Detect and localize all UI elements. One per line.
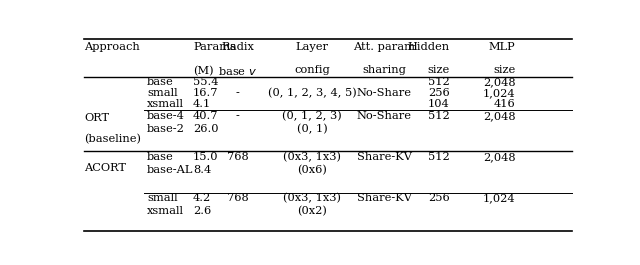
Text: (0x3, 1x3): (0x3, 1x3) [283, 193, 341, 203]
Text: 2,048: 2,048 [483, 77, 515, 87]
Text: Hidden: Hidden [408, 42, 449, 52]
Text: base: base [147, 152, 173, 162]
Text: 26.0: 26.0 [193, 124, 219, 134]
Text: sharing: sharing [362, 65, 406, 76]
Text: ACORT: ACORT [84, 164, 126, 173]
Text: -: - [236, 88, 239, 98]
Text: config: config [294, 65, 330, 76]
Text: 256: 256 [428, 193, 449, 203]
Text: -: - [236, 112, 239, 121]
Text: (M): (M) [193, 65, 214, 76]
Text: (0, 1): (0, 1) [297, 124, 328, 135]
Text: ORT: ORT [84, 113, 109, 123]
Text: (0x2): (0x2) [297, 206, 327, 216]
Text: 104: 104 [428, 99, 449, 109]
Text: base $v$: base $v$ [218, 65, 257, 77]
Text: 512: 512 [428, 112, 449, 121]
Text: 416: 416 [493, 99, 515, 109]
Text: 2.6: 2.6 [193, 206, 211, 216]
Text: xsmall: xsmall [147, 99, 184, 109]
Text: 768: 768 [227, 193, 248, 203]
Text: base-2: base-2 [147, 124, 185, 134]
Text: 256: 256 [428, 88, 449, 98]
Text: (baseline): (baseline) [84, 134, 141, 144]
Text: (0x6): (0x6) [297, 165, 327, 175]
Text: 1,024: 1,024 [483, 88, 515, 98]
Text: 4.1: 4.1 [193, 99, 211, 109]
Text: Radix: Radix [221, 42, 254, 52]
Text: 15.0: 15.0 [193, 152, 219, 162]
Text: base: base [147, 77, 173, 87]
Text: Params: Params [193, 42, 236, 52]
Text: 40.7: 40.7 [193, 112, 219, 121]
Text: Share-KV: Share-KV [356, 152, 412, 162]
Text: 55.4: 55.4 [193, 77, 219, 87]
Text: small: small [147, 88, 177, 98]
Text: No-Share: No-Share [356, 112, 412, 121]
Text: xsmall: xsmall [147, 206, 184, 216]
Text: 512: 512 [428, 77, 449, 87]
Text: 512: 512 [428, 152, 449, 162]
Text: (0, 1, 2, 3, 4, 5): (0, 1, 2, 3, 4, 5) [268, 88, 356, 98]
Text: Share-KV: Share-KV [356, 193, 412, 203]
Text: Approach: Approach [84, 42, 140, 52]
Text: 1,024: 1,024 [483, 193, 515, 203]
Text: (0x3, 1x3): (0x3, 1x3) [283, 152, 341, 162]
Text: No-Share: No-Share [356, 88, 412, 98]
Text: base-4: base-4 [147, 112, 185, 121]
Text: 768: 768 [227, 152, 248, 162]
Text: 2,048: 2,048 [483, 112, 515, 121]
Text: 8.4: 8.4 [193, 165, 211, 175]
Text: 16.7: 16.7 [193, 88, 219, 98]
Text: 2,048: 2,048 [483, 152, 515, 162]
Text: 4.2: 4.2 [193, 193, 211, 203]
Text: Att. param: Att. param [353, 42, 415, 52]
Text: size: size [428, 65, 449, 76]
Text: small: small [147, 193, 177, 203]
Text: (0, 1, 2, 3): (0, 1, 2, 3) [282, 111, 342, 122]
Text: base-AL: base-AL [147, 165, 193, 175]
Text: MLP: MLP [489, 42, 515, 52]
Text: Layer: Layer [296, 42, 328, 52]
Text: size: size [493, 65, 515, 76]
